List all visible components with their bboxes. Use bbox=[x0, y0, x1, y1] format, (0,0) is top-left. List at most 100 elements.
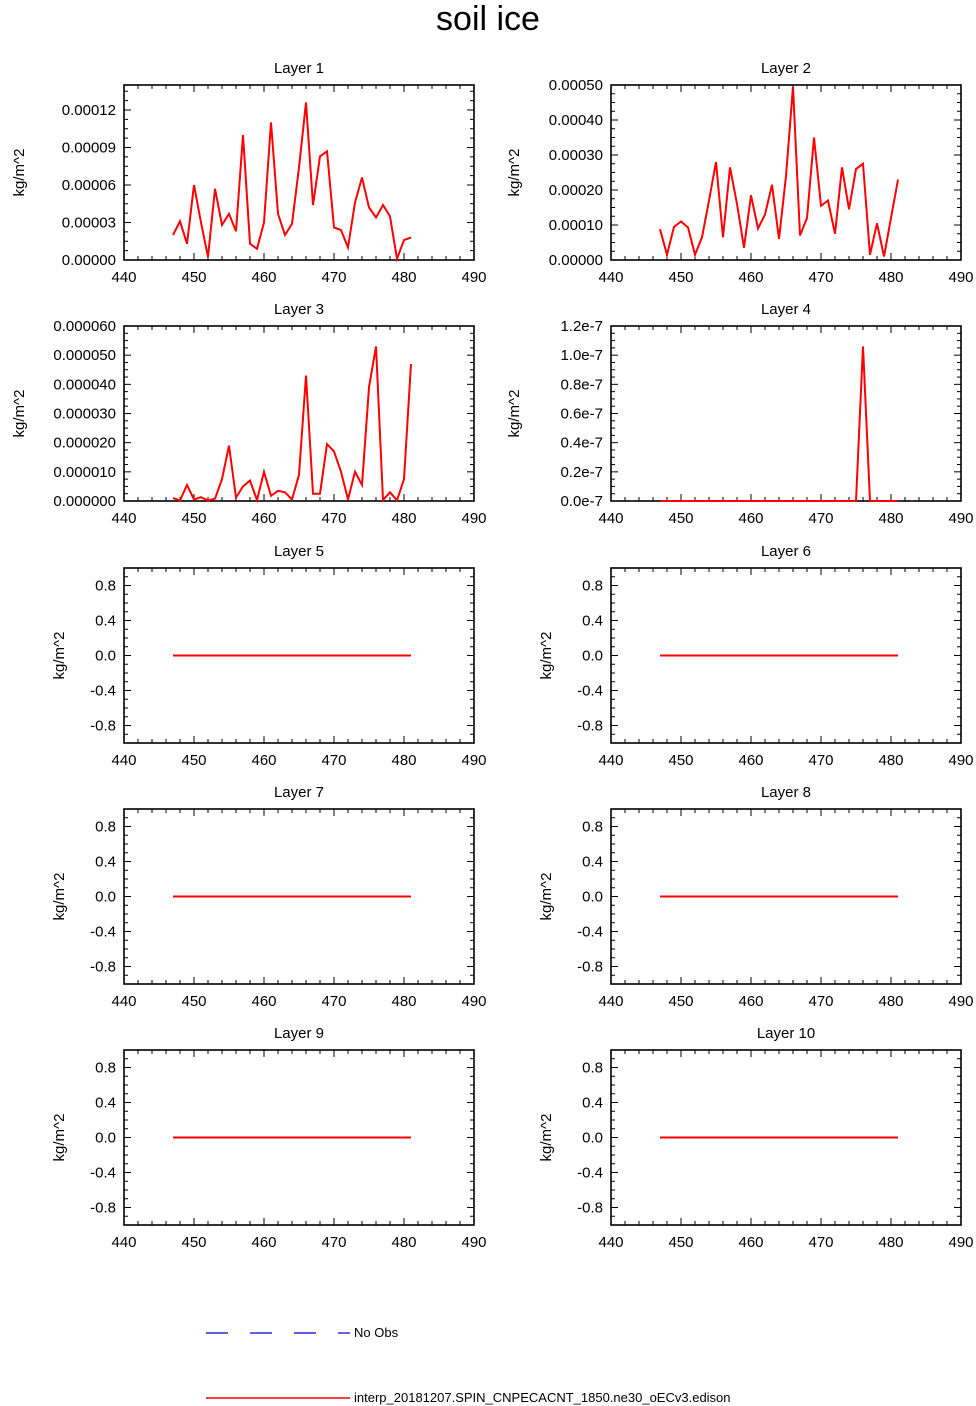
panel-6-xtick-label: 470 bbox=[808, 752, 833, 769]
panel-6-xtick-label: 490 bbox=[948, 752, 973, 769]
panel-5-ytick-label: 0.4 bbox=[95, 613, 116, 630]
panel-7-xtick-label: 450 bbox=[181, 993, 206, 1010]
panel-6-ylabel: kg/m^2 bbox=[538, 632, 555, 680]
panel-6-ytick-label: 0.4 bbox=[582, 613, 603, 630]
panel-7-title: Layer 7 bbox=[274, 784, 324, 801]
panel-5-xtick-label: 470 bbox=[321, 752, 346, 769]
panel-3-series-line bbox=[172, 346, 412, 504]
panel-7-ytick-label: -0.8 bbox=[90, 959, 116, 976]
panel-1-xtick-label: 440 bbox=[111, 269, 136, 286]
panel-6-ytick-label: 0.8 bbox=[582, 578, 603, 595]
panel-9-ytick-label: -0.8 bbox=[90, 1200, 116, 1217]
panel-8-ylabel: kg/m^2 bbox=[538, 873, 555, 921]
panel-7-ytick-label: 0.8 bbox=[95, 819, 116, 836]
panel-6-ytick-label: -0.4 bbox=[577, 683, 603, 700]
panel-3-ytick-label: 0.000000 bbox=[53, 493, 116, 510]
panel-7-xtick-label: 480 bbox=[391, 993, 416, 1010]
panel-4-xtick-label: 490 bbox=[948, 510, 973, 527]
panel-9-ytick-label: 0.0 bbox=[95, 1130, 116, 1147]
panel-3-ytick-label: 0.000010 bbox=[53, 464, 116, 481]
panel-6-ytick-label: -0.8 bbox=[577, 718, 603, 735]
panel-4-ytick-label: 0.2e-7 bbox=[560, 464, 603, 481]
panel-6-ytick-label: 0.0 bbox=[582, 648, 603, 665]
panel-5-title: Layer 5 bbox=[274, 543, 324, 560]
panel-9-xtick-label: 450 bbox=[181, 1234, 206, 1251]
panel-9-xtick-label: 460 bbox=[251, 1234, 276, 1251]
panel-10-ytick-label: 0.0 bbox=[582, 1130, 603, 1147]
panel-10-xtick-label: 480 bbox=[878, 1234, 903, 1251]
panel-5-xtick-label: 450 bbox=[181, 752, 206, 769]
panel-7-xtick-label: 470 bbox=[321, 993, 346, 1010]
panel-8-xtick-label: 480 bbox=[878, 993, 903, 1010]
panel-9-ytick-label: 0.4 bbox=[95, 1095, 116, 1112]
panel-4-ytick-label: 0.8e-7 bbox=[560, 376, 603, 393]
panel-4-xtick-label: 440 bbox=[598, 510, 623, 527]
panel-1-xtick-label: 450 bbox=[181, 269, 206, 286]
figure-title: soil ice bbox=[436, 0, 540, 38]
panel-5-xtick-label: 480 bbox=[391, 752, 416, 769]
panel-8-ytick-label: -0.4 bbox=[577, 924, 603, 941]
panel-8-xtick-label: 490 bbox=[948, 993, 973, 1010]
panel-10-xtick-label: 470 bbox=[808, 1234, 833, 1251]
panel-6-xtick-label: 460 bbox=[738, 752, 763, 769]
panel-10-ytick-label: -0.8 bbox=[577, 1200, 603, 1217]
panel-1-ytick-label: 0.00000 bbox=[62, 252, 116, 269]
panel-2-ytick-label: 0.00010 bbox=[549, 217, 603, 234]
panel-5-ytick-label: 0.8 bbox=[95, 578, 116, 595]
panel-10-ytick-label: 0.8 bbox=[582, 1060, 603, 1077]
panel-7-ylabel: kg/m^2 bbox=[51, 873, 68, 921]
panel-5-xtick-label: 440 bbox=[111, 752, 136, 769]
panel-4-ytick-label: 0.0e-7 bbox=[560, 493, 603, 510]
legend-label-no-obs: No Obs bbox=[354, 1325, 399, 1340]
panel-4-xtick-label: 480 bbox=[878, 510, 903, 527]
panel-3-title: Layer 3 bbox=[274, 301, 324, 318]
panel-5-xtick-label: 490 bbox=[461, 752, 486, 769]
panel-7-xtick-label: 460 bbox=[251, 993, 276, 1010]
panel-8-ytick-label: 0.4 bbox=[582, 854, 603, 871]
panel-4-xtick-label: 460 bbox=[738, 510, 763, 527]
panel-8-ytick-label: 0.8 bbox=[582, 819, 603, 836]
panel-2-xtick-label: 460 bbox=[738, 269, 763, 286]
panel-9-xtick-label: 470 bbox=[321, 1234, 346, 1251]
panel-3-xtick-label: 470 bbox=[321, 510, 346, 527]
panel-3-ytick-label: 0.000030 bbox=[53, 406, 116, 423]
panel-10-xtick-label: 490 bbox=[948, 1234, 973, 1251]
panel-1-ytick-label: 0.00009 bbox=[62, 140, 116, 157]
panel-7-ytick-label: 0.0 bbox=[95, 889, 116, 906]
panel-2-ytick-label: 0.00000 bbox=[549, 252, 603, 269]
panel-9-xtick-label: 490 bbox=[461, 1234, 486, 1251]
panel-3-ytick-label: 0.000060 bbox=[53, 318, 116, 335]
panel-2-xtick-label: 440 bbox=[598, 269, 623, 286]
panel-4-ytick-label: 0.6e-7 bbox=[560, 406, 603, 423]
panel-1-frame bbox=[123, 84, 475, 261]
panel-3-xtick-label: 490 bbox=[461, 510, 486, 527]
panel-5-ytick-label: 0.0 bbox=[95, 648, 116, 665]
panel-2-ytick-label: 0.00040 bbox=[549, 112, 603, 129]
panel-9-ytick-label: 0.8 bbox=[95, 1060, 116, 1077]
panel-2-ytick-label: 0.00020 bbox=[549, 182, 603, 199]
panel-2-xtick-label: 490 bbox=[948, 269, 973, 286]
legend-label-model: interp_20181207.SPIN_CNPECACNT_1850.ne30… bbox=[354, 1390, 731, 1405]
panel-7-ytick-label: 0.4 bbox=[95, 854, 116, 871]
panel-4-series-line bbox=[660, 346, 898, 502]
panel-3-ytick-label: 0.000040 bbox=[53, 376, 116, 393]
panel-1-title: Layer 1 bbox=[274, 60, 324, 77]
panel-5-ylabel: kg/m^2 bbox=[51, 632, 68, 680]
panel-1-ytick-label: 0.00003 bbox=[62, 215, 116, 232]
panel-1-ytick-label: 0.00012 bbox=[62, 102, 116, 119]
panel-8-title: Layer 8 bbox=[761, 784, 811, 801]
panel-1-xtick-label: 460 bbox=[251, 269, 276, 286]
panel-8-xtick-label: 470 bbox=[808, 993, 833, 1010]
panel-3-ylabel: kg/m^2 bbox=[11, 390, 28, 438]
panel-6-xtick-label: 480 bbox=[878, 752, 903, 769]
panel-4-ylabel: kg/m^2 bbox=[506, 390, 523, 438]
panel-10-ylabel: kg/m^2 bbox=[538, 1114, 555, 1162]
panel-9-ytick-label: -0.4 bbox=[90, 1165, 116, 1182]
panel-2-series-line bbox=[659, 86, 899, 259]
panel-10-title: Layer 10 bbox=[757, 1025, 815, 1042]
panel-7-ytick-label: -0.4 bbox=[90, 924, 116, 941]
panel-5-ytick-label: -0.8 bbox=[90, 718, 116, 735]
panel-1-ytick-label: 0.00006 bbox=[62, 177, 116, 194]
panel-9-ylabel: kg/m^2 bbox=[51, 1114, 68, 1162]
